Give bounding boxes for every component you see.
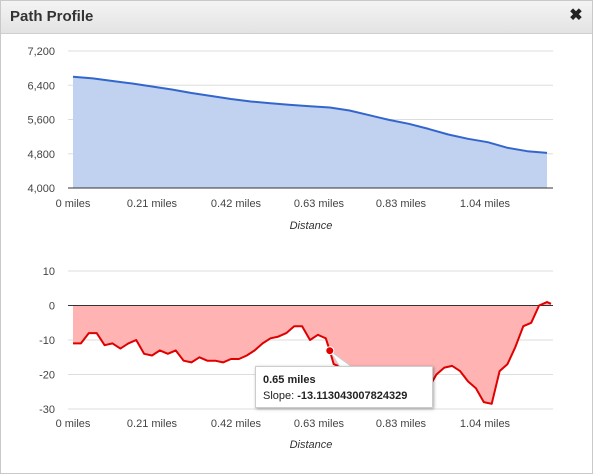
x-axis-title: Distance: [290, 220, 333, 232]
tooltip-line: Slope: -13.113043007824329: [263, 390, 407, 402]
x-tick-label: 0 miles: [56, 418, 91, 430]
x-tick-label: 0 miles: [56, 198, 91, 210]
x-tick-label: 0.21 miles: [127, 198, 178, 210]
title-bar[interactable]: Path Profile ✖: [1, 1, 592, 34]
series-area: [73, 76, 548, 188]
chart-tooltip: 0.65 miles Slope: -13.113043007824329: [255, 366, 433, 408]
x-tick-label: 0.83 miles: [376, 198, 427, 210]
x-tick-label: 0.42 miles: [211, 418, 262, 430]
x-tick-label: 0.21 miles: [127, 418, 178, 430]
x-tick-label: 0.83 miles: [376, 418, 427, 430]
y-tick-label: -30: [39, 404, 55, 416]
tooltip-title: 0.65 miles: [263, 374, 316, 386]
y-tick-label: 5,600: [27, 115, 55, 127]
hover-point: [325, 346, 335, 356]
x-tick-label: 1.04 miles: [460, 418, 511, 430]
x-tick-label: 0.42 miles: [211, 198, 262, 210]
y-tick-label: 4,800: [27, 149, 55, 161]
y-tick-label: 10: [43, 266, 55, 278]
dialog-title: Path Profile: [10, 8, 94, 25]
y-tick-label: -20: [39, 370, 55, 382]
y-tick-label: 4,000: [27, 183, 55, 195]
close-icon[interactable]: ✖: [569, 7, 583, 24]
series-line: [73, 301, 552, 405]
tooltip-value: -13.113043007824329: [297, 390, 408, 402]
x-tick-label: 1.04 miles: [460, 198, 511, 210]
series-line: [72, 75, 548, 154]
x-axis-title: Distance: [290, 439, 333, 451]
y-tick-label: -10: [39, 335, 55, 347]
x-tick-label: 0.63 miles: [294, 198, 345, 210]
tooltip-label: Slope:: [263, 390, 295, 402]
y-tick-label: 6,400: [27, 80, 55, 92]
y-tick-label: 0: [49, 301, 55, 313]
x-tick-label: 0.63 miles: [294, 418, 345, 430]
y-tick-label: 7,200: [27, 46, 55, 58]
